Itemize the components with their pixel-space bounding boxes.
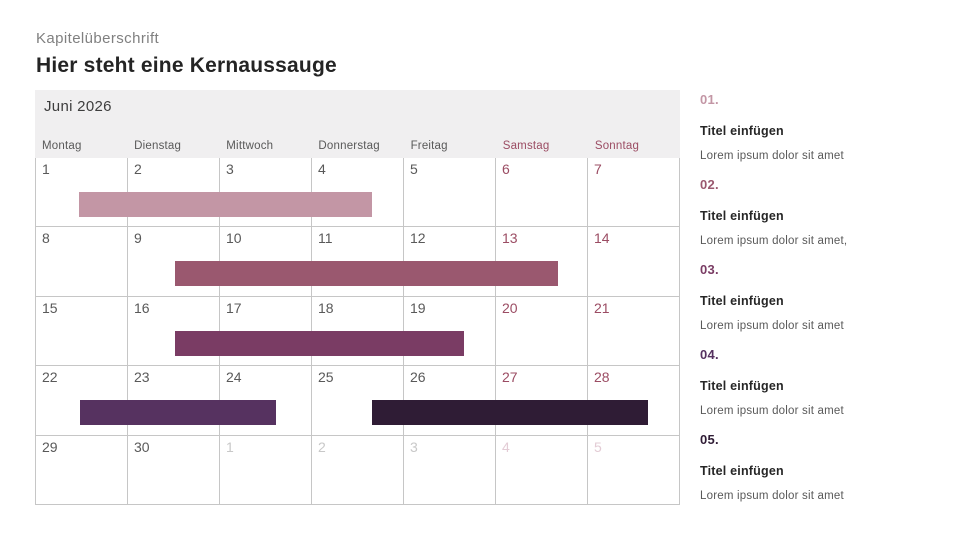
- day-number: 28: [594, 369, 610, 386]
- day-number: 17: [226, 299, 242, 316]
- legend-item-number: 02.: [700, 177, 719, 192]
- calendar-cell: 29: [36, 435, 128, 505]
- day-number: 3: [226, 161, 234, 177]
- legend-item-text: Lorem ipsum dolor sit amet: [700, 150, 844, 162]
- day-number: 22: [42, 369, 58, 386]
- day-number: 5: [594, 438, 602, 455]
- day-number: 3: [410, 438, 418, 455]
- month-label: Juni 2026: [44, 98, 112, 115]
- weekday-label: Freitag: [410, 140, 448, 152]
- weekday-row: Montag Dienstag Mittwoch Donnerstag Freitag S…: [35, 139, 680, 154]
- calendar-cell: 30: [128, 435, 220, 505]
- day-number: 14: [594, 230, 610, 247]
- day-number: 12: [410, 230, 426, 247]
- phase-03-bar: [175, 330, 464, 356]
- legend-item-text: Lorem ipsum dolor sit amet: [700, 490, 844, 502]
- day-number: 18: [318, 299, 334, 316]
- day-number: 4: [502, 438, 510, 455]
- legend-item-number: 05.: [700, 432, 719, 447]
- day-number: 13: [502, 230, 518, 247]
- day-number: 9: [134, 230, 142, 247]
- calendar-cell: 19: [404, 296, 496, 367]
- calendar-cell: 4: [496, 435, 588, 505]
- legend-item-text: Lorem ipsum dolor sit amet: [700, 405, 844, 417]
- calendar-cell: 5: [588, 435, 680, 505]
- phase-01-bar: [79, 192, 372, 217]
- calendar-cell: 28: [588, 366, 680, 436]
- legend-item-title: Titel einfügen: [700, 209, 784, 223]
- day-number: 7: [594, 161, 602, 177]
- legend-item-number: 04.: [700, 347, 719, 362]
- weekday-label: Donnerstag: [318, 140, 380, 152]
- calendar-cell: 24: [220, 366, 312, 436]
- calendar-cell: 8: [36, 227, 128, 297]
- day-number: 1: [226, 438, 234, 455]
- page-title: Hier steht eine Kernaussauge: [36, 54, 337, 77]
- weekday-label: Montag: [42, 140, 82, 152]
- calendar-cell: 7: [588, 158, 680, 228]
- calendar-header-band: Juni 2026 Montag Dienstag Mittwoch Donnerst…: [35, 90, 680, 158]
- legend-item: 02. Titel einfügen Lorem ipsum dolor sit a…: [700, 177, 950, 248]
- calendar-cell: 13: [496, 227, 588, 297]
- day-number: 29: [42, 438, 58, 455]
- legend-item-title: Titel einfügen: [700, 379, 784, 393]
- legend-item-text: Lorem ipsum dolor sit amet: [700, 320, 844, 332]
- weekday-label: Sonntag: [594, 140, 640, 152]
- phase-02-bar: [175, 261, 558, 287]
- day-number: 24: [226, 369, 242, 386]
- legend-item-text: Lorem ipsum dolor sit amet,: [700, 235, 848, 247]
- day-number: 25: [318, 369, 334, 386]
- calendar-cell: 20: [496, 296, 588, 367]
- day-number: 2: [318, 438, 326, 455]
- calendar-cell: 14: [588, 227, 680, 297]
- legend-item-title: Titel einfügen: [700, 464, 784, 478]
- calendar-cell: 3: [404, 435, 496, 505]
- legend-item: 05. Titel einfügen Lorem ipsum dolor sit a…: [700, 432, 950, 503]
- day-number: 15: [42, 299, 58, 316]
- day-number: 21: [594, 299, 610, 316]
- legend-item: 03. Titel einfügen Lorem ipsum dolor sit a…: [700, 262, 950, 333]
- legend-item-number: 01.: [700, 92, 719, 107]
- legend-item: 04. Titel einfügen Lorem ipsum dolor sit a…: [700, 347, 950, 418]
- weekday-label: Mittwoch: [226, 140, 274, 152]
- legend-item-number: 03.: [700, 262, 719, 277]
- calendar-grid: 1 2 3 4 5 6 7 8 9 10 11 12 13 14 15 16 17 18 19 20 21 22 23 24 2…: [35, 158, 680, 505]
- calendar-cell: 1: [220, 435, 312, 505]
- weekday-label: Dienstag: [134, 140, 182, 152]
- legend: 01. Titel einfügen Lorem ipsum dolor sit a…: [700, 92, 950, 517]
- chapter-heading: Kapitelüberschrift: [36, 30, 160, 47]
- phase-05-bar: [371, 400, 648, 426]
- phase-04-bar: [79, 400, 277, 426]
- legend-item-title: Titel einfügen: [700, 124, 784, 138]
- weekday-label: Samstag: [502, 140, 550, 152]
- legend-item: 01. Titel einfügen Lorem ipsum dolor sit a…: [700, 92, 950, 163]
- day-number: 8: [42, 230, 50, 247]
- day-number: 5: [410, 161, 418, 177]
- calendar-cell: 21: [588, 296, 680, 367]
- day-number: 16: [134, 299, 150, 316]
- day-number: 1: [42, 161, 50, 177]
- day-number: 4: [318, 161, 326, 177]
- day-number: 6: [502, 161, 510, 177]
- calendar-cell: 15: [36, 296, 128, 367]
- calendar-cell: 6: [496, 158, 588, 228]
- day-number: 2: [134, 161, 142, 177]
- day-number: 26: [410, 369, 426, 386]
- day-number: 27: [502, 369, 518, 386]
- day-number: 23: [134, 369, 150, 386]
- day-number: 20: [502, 299, 518, 316]
- day-number: 19: [410, 299, 426, 316]
- legend-item-title: Titel einfügen: [700, 294, 784, 308]
- calendar-cell: 4: [312, 158, 404, 228]
- calendar-cell: 5: [404, 158, 496, 228]
- day-number: 10: [226, 230, 242, 247]
- day-number: 11: [318, 230, 333, 247]
- day-number: 30: [134, 438, 150, 455]
- calendar-cell: 2: [312, 435, 404, 505]
